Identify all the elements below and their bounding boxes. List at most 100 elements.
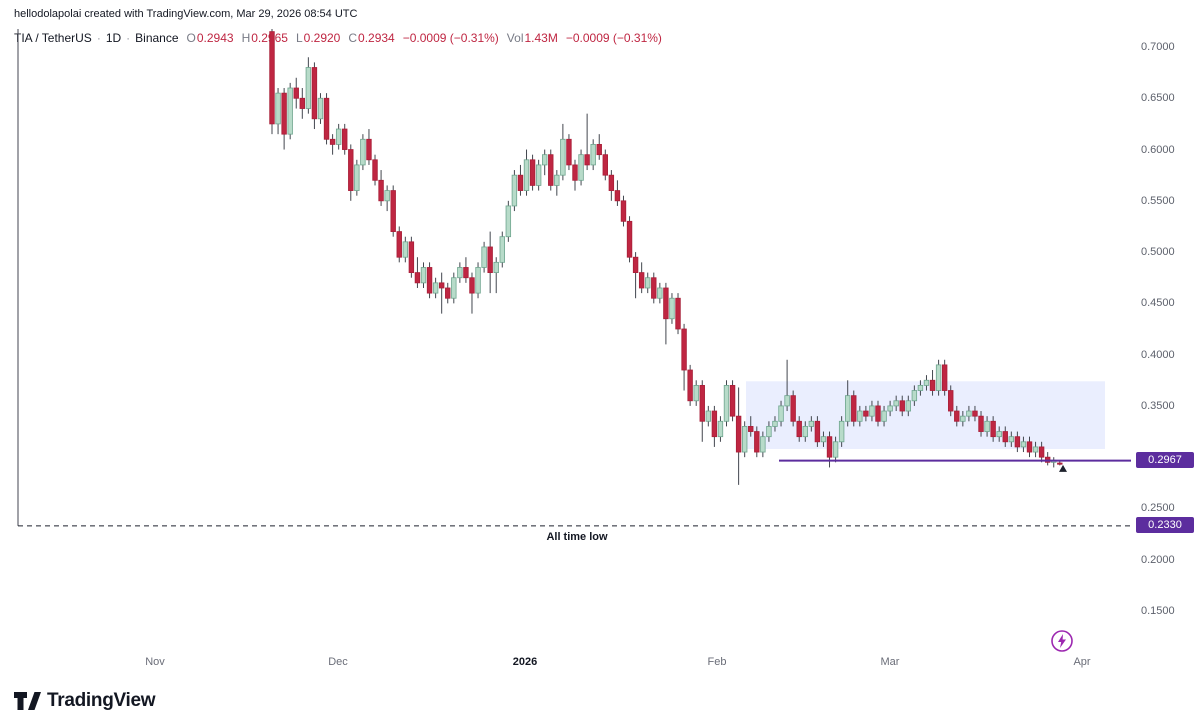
legend-exchange[interactable]: Binance bbox=[135, 31, 179, 45]
candle-body bbox=[354, 164, 360, 191]
candle-body bbox=[748, 426, 754, 432]
candle-body bbox=[432, 282, 439, 294]
candle-body bbox=[566, 138, 572, 166]
candle-body bbox=[784, 395, 790, 407]
candle-body bbox=[329, 138, 336, 145]
candle-body bbox=[845, 395, 851, 422]
candle-body bbox=[966, 410, 972, 417]
candle-body bbox=[463, 267, 469, 279]
candle-body bbox=[881, 410, 887, 422]
legend-low: L 0.2920 bbox=[295, 31, 341, 45]
candle-body bbox=[535, 164, 542, 186]
candle-body bbox=[984, 420, 990, 432]
candle-body bbox=[317, 97, 324, 120]
candle-body bbox=[911, 390, 918, 402]
candle-body bbox=[972, 410, 978, 417]
candle-body bbox=[1014, 436, 1021, 448]
candle-body bbox=[529, 159, 536, 186]
range-box[interactable] bbox=[746, 381, 1105, 449]
candle-body bbox=[820, 436, 827, 443]
candle-body bbox=[638, 272, 645, 289]
candle-body bbox=[293, 87, 299, 99]
candle-body bbox=[1038, 446, 1045, 458]
candle-body bbox=[832, 441, 839, 458]
legend-interval[interactable]: 1D bbox=[105, 31, 122, 45]
candle-body bbox=[663, 287, 669, 320]
atl-price-label: 0.2330 bbox=[1136, 516, 1194, 533]
candle-body bbox=[875, 405, 881, 422]
legend-separator: · bbox=[96, 31, 101, 45]
candle-body bbox=[620, 200, 627, 222]
candle-body bbox=[632, 256, 639, 273]
candle-body bbox=[923, 379, 930, 386]
lightning-icon[interactable] bbox=[1050, 629, 1074, 653]
chart-legend: TIA / TetherUS · 1D · Binance O0.2943 H0… bbox=[14, 31, 662, 45]
candle-body bbox=[578, 154, 584, 181]
candle-body bbox=[978, 415, 984, 432]
legend-change-2: −0.0009 (−0.31%) bbox=[565, 31, 662, 45]
arrow-marker[interactable] bbox=[1059, 464, 1067, 472]
candle-body bbox=[826, 436, 833, 458]
candle-body bbox=[584, 154, 590, 166]
candle-body bbox=[687, 369, 693, 402]
candle-body bbox=[954, 410, 960, 422]
candle-body bbox=[681, 328, 687, 371]
candle-body bbox=[342, 128, 348, 150]
candle-body bbox=[808, 420, 815, 427]
candle-body bbox=[1008, 436, 1015, 443]
candle-body bbox=[572, 164, 578, 181]
candle-body bbox=[323, 97, 330, 140]
legend-separator: · bbox=[126, 31, 131, 45]
candle-body bbox=[669, 297, 675, 320]
candle-body bbox=[651, 277, 657, 299]
candle-body bbox=[299, 97, 305, 109]
candle-body bbox=[390, 190, 396, 232]
tradingview-logo-glyph bbox=[14, 690, 41, 712]
candle-body bbox=[693, 384, 699, 402]
candle-body bbox=[487, 246, 493, 274]
candle-body bbox=[493, 261, 499, 274]
candle-body bbox=[1002, 431, 1008, 443]
candle-body bbox=[335, 128, 342, 145]
candle-body bbox=[505, 205, 512, 238]
candle-body bbox=[560, 138, 566, 176]
candle-body bbox=[445, 287, 451, 299]
candle-body bbox=[378, 179, 384, 202]
candle-body bbox=[760, 436, 766, 453]
candle-body bbox=[614, 190, 621, 202]
candle-body bbox=[863, 410, 869, 417]
candle-body bbox=[996, 431, 1002, 438]
candle-body bbox=[554, 174, 560, 186]
candle-body bbox=[517, 174, 524, 191]
candle-body bbox=[887, 405, 893, 412]
support-price-label: 0.2967 bbox=[1136, 451, 1194, 468]
candle-body bbox=[590, 144, 596, 166]
candle-body bbox=[990, 420, 996, 438]
candle-body bbox=[372, 159, 378, 181]
candle-body bbox=[348, 149, 354, 191]
candle-body bbox=[360, 138, 366, 166]
candle-body bbox=[287, 87, 293, 135]
candle-body bbox=[869, 405, 875, 417]
candle-body bbox=[935, 364, 942, 391]
all-time-low-label: All time low bbox=[546, 530, 608, 543]
candle-body bbox=[675, 297, 681, 330]
tradingview-logo[interactable]: TradingView bbox=[14, 690, 156, 712]
candle-body bbox=[851, 395, 857, 422]
candle-body bbox=[960, 415, 966, 422]
candle-body bbox=[772, 420, 778, 427]
candle-body bbox=[711, 410, 718, 438]
legend-open: O 0.2943 bbox=[186, 31, 234, 45]
legend-symbol[interactable]: TIA / TetherUS bbox=[14, 31, 92, 45]
candle-body bbox=[426, 267, 433, 294]
candle-body bbox=[499, 236, 505, 263]
candle-body bbox=[741, 426, 748, 453]
candle-body bbox=[414, 272, 421, 284]
candle-body bbox=[366, 138, 372, 161]
candle-body bbox=[408, 241, 415, 274]
candle-body bbox=[438, 282, 445, 289]
candle-body bbox=[596, 144, 602, 156]
candle-body bbox=[705, 410, 712, 422]
